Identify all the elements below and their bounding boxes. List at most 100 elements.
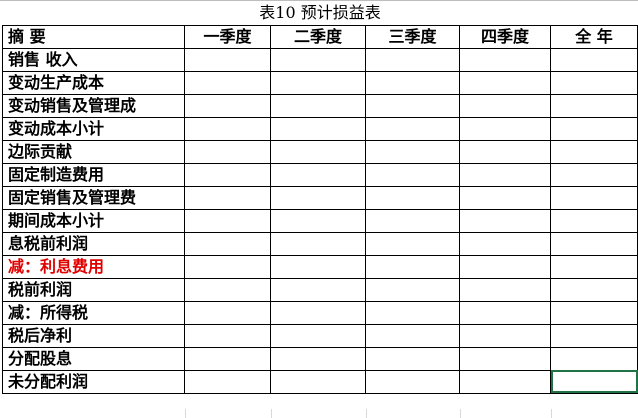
table-row: 固定制造费用 [2, 162, 638, 187]
cell-q4[interactable] [459, 162, 551, 187]
cell-q4[interactable] [459, 254, 551, 279]
cell-year[interactable] [550, 346, 638, 371]
row-label[interactable]: 未分配利润 [2, 369, 185, 394]
row-label[interactable]: 税前利润 [2, 277, 185, 302]
cell-q4[interactable] [459, 47, 551, 72]
cell-q3[interactable] [365, 116, 460, 141]
cell-q1[interactable] [184, 277, 271, 302]
cell-q1[interactable] [184, 254, 271, 279]
cell-year[interactable] [550, 47, 638, 72]
cell-q2[interactable] [270, 70, 366, 95]
cell-q1[interactable] [184, 231, 271, 256]
cell-year[interactable] [550, 93, 638, 118]
row-label[interactable]: 税后净利 [2, 323, 185, 348]
cell-q4[interactable] [459, 277, 551, 302]
cell-q2[interactable] [270, 47, 366, 72]
cell-q1[interactable] [184, 369, 271, 394]
cell-q2[interactable] [270, 300, 366, 325]
cell-q2[interactable] [270, 93, 366, 118]
cell-q1[interactable] [184, 93, 271, 118]
cell-q3[interactable] [365, 254, 460, 279]
cell-q2[interactable] [270, 231, 366, 256]
cell-q3[interactable] [365, 323, 460, 348]
cell-q2[interactable] [270, 277, 366, 302]
cell-q4[interactable] [459, 323, 551, 348]
cell-q3[interactable] [365, 162, 460, 187]
cell-year[interactable] [550, 300, 638, 325]
cell-q1[interactable] [184, 208, 271, 233]
cell-q2[interactable] [270, 254, 366, 279]
row-label[interactable]: 息税前利润 [2, 231, 185, 256]
cell-q3[interactable] [365, 139, 460, 164]
cell-q1[interactable] [184, 162, 271, 187]
cell-q4[interactable] [459, 93, 551, 118]
cell-q2[interactable] [270, 139, 366, 164]
cell-year[interactable] [550, 208, 638, 233]
row-label[interactable]: 分配股息 [2, 346, 185, 371]
cell-q2[interactable] [270, 369, 366, 394]
cell-year[interactable] [550, 323, 638, 348]
cell-q3[interactable] [365, 300, 460, 325]
cell-q1[interactable] [184, 116, 271, 141]
cell-q3[interactable] [365, 185, 460, 210]
header-summary[interactable]: 摘 要 [2, 24, 185, 49]
cell-year[interactable] [550, 185, 638, 210]
cell-q4[interactable] [459, 185, 551, 210]
cell-year[interactable] [550, 277, 638, 302]
cell-q4[interactable] [459, 300, 551, 325]
row-label[interactable]: 减：利息费用 [2, 254, 185, 279]
row-label[interactable]: 固定制造费用 [2, 162, 185, 187]
cell-q4[interactable] [459, 70, 551, 95]
header-q2[interactable]: 二季度 [270, 24, 366, 49]
cell-q2[interactable] [270, 185, 366, 210]
header-q4[interactable]: 四季度 [459, 24, 551, 49]
cell-q3[interactable] [365, 277, 460, 302]
cell-q3[interactable] [365, 208, 460, 233]
row-label[interactable]: 变动成本小计 [2, 116, 185, 141]
cell-q1[interactable] [184, 185, 271, 210]
cell-q3[interactable] [365, 231, 460, 256]
row-label[interactable]: 变动生产成本 [2, 70, 185, 95]
cell-q3[interactable] [365, 369, 460, 394]
cell-q2[interactable] [270, 323, 366, 348]
cell-q1[interactable] [184, 346, 271, 371]
cell-q2[interactable] [270, 116, 366, 141]
row-label[interactable]: 期间成本小计 [2, 208, 185, 233]
row-label[interactable]: 变动销售及管理成 [2, 93, 185, 118]
selected-cell[interactable] [550, 369, 638, 394]
row-label[interactable]: 减：所得税 [2, 300, 185, 325]
cell-q3[interactable] [365, 346, 460, 371]
cell-q4[interactable] [459, 116, 551, 141]
cell-year[interactable] [550, 254, 638, 279]
row-label[interactable]: 固定销售及管理费 [2, 185, 185, 210]
cell-q2[interactable] [270, 346, 366, 371]
cell-q1[interactable] [184, 300, 271, 325]
cell-q1[interactable] [184, 139, 271, 164]
table-row: 未分配利润 [2, 369, 638, 394]
cell-year[interactable] [550, 139, 638, 164]
cell-year[interactable] [550, 116, 638, 141]
cell-q4[interactable] [459, 139, 551, 164]
cell-year[interactable] [550, 162, 638, 187]
cell-year[interactable] [550, 70, 638, 95]
cell-q3[interactable] [365, 93, 460, 118]
table-title[interactable]: 表10 预计损益表 [2, 2, 638, 26]
row-label[interactable]: 销售 收入 [2, 47, 185, 72]
cell-q4[interactable] [459, 231, 551, 256]
cell-q2[interactable] [270, 208, 366, 233]
header-year[interactable]: 全 年 [550, 24, 638, 49]
header-q3[interactable]: 三季度 [365, 24, 460, 49]
cell-q1[interactable] [184, 70, 271, 95]
cell-q4[interactable] [459, 369, 551, 394]
table-row: 变动成本小计 [2, 116, 638, 141]
cell-year[interactable] [550, 231, 638, 256]
header-q1[interactable]: 一季度 [184, 24, 271, 49]
cell-q4[interactable] [459, 208, 551, 233]
cell-q1[interactable] [184, 323, 271, 348]
cell-q3[interactable] [365, 70, 460, 95]
cell-q2[interactable] [270, 162, 366, 187]
row-label[interactable]: 边际贡献 [2, 139, 185, 164]
cell-q1[interactable] [184, 47, 271, 72]
cell-q4[interactable] [459, 346, 551, 371]
cell-q3[interactable] [365, 47, 460, 72]
